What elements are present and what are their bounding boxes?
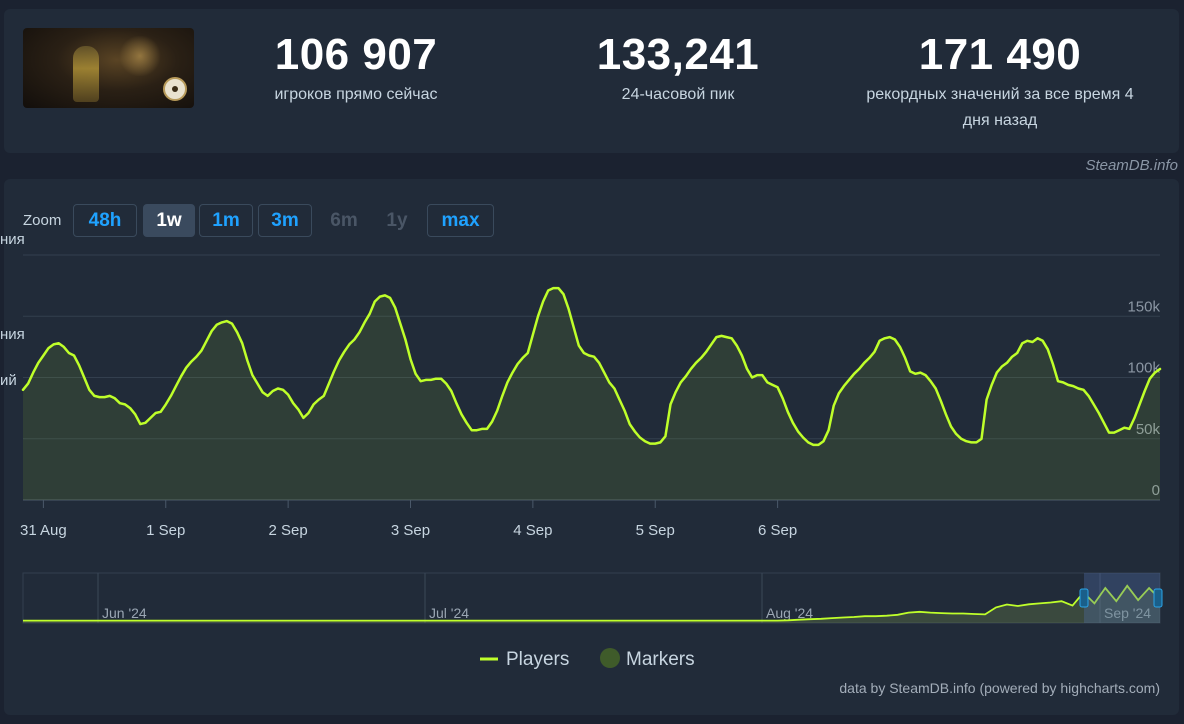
x-tick-label: 1 Sep xyxy=(146,522,185,539)
truncated-axis-label-3: ий xyxy=(0,372,17,389)
all-time-peak-value: 171 490 xyxy=(918,30,1082,79)
players-line xyxy=(21,286,1162,447)
steamdb-watermark: SteamDB.info xyxy=(1085,157,1178,174)
x-tick-label: 4 Sep xyxy=(513,522,552,539)
y-tick-label: 150k xyxy=(1127,298,1160,315)
players-area xyxy=(23,288,1160,500)
zoom-label: Zoom xyxy=(23,212,62,229)
navigator-label: Aug '24 xyxy=(766,605,813,621)
y-tick-label: 50k xyxy=(1136,421,1161,438)
zoom-max-button[interactable]: max xyxy=(427,204,494,237)
legend-players-label[interactable]: Players xyxy=(506,649,569,670)
legend-markers-swatch xyxy=(600,648,620,668)
zoom-3m-button[interactable]: 3m xyxy=(258,204,312,237)
stat-current-players: 106 907 игроков прямо сейчас xyxy=(236,30,476,108)
stats-panel xyxy=(4,9,1179,153)
navigator-selection[interactable] xyxy=(1084,573,1160,623)
thumbnail-lamp-light xyxy=(118,36,162,76)
y-tick-label: 0 xyxy=(1152,482,1160,499)
navigator-line xyxy=(23,584,1161,622)
x-tick-label: 3 Sep xyxy=(391,522,430,539)
thumbnail-eye-badge-icon xyxy=(163,77,187,101)
navigator-label: Sep '24 xyxy=(1104,605,1151,621)
legend-markers-label[interactable]: Markers xyxy=(626,649,695,670)
game-thumbnail[interactable] xyxy=(23,28,194,108)
peak-24h-value: 133,241 xyxy=(596,30,760,79)
chart-panel xyxy=(4,179,1179,715)
navigator-right-handle[interactable] xyxy=(1153,588,1163,608)
x-tick-label: 31 Aug xyxy=(20,522,67,539)
truncated-axis-label-1: ния xyxy=(0,231,25,248)
navigator-label: Jul '24 xyxy=(429,605,469,621)
current-players-label: игроков прямо сейчас xyxy=(274,86,438,103)
current-players-value: 106 907 xyxy=(274,30,438,79)
stat-24h-peak: 133,241 24-часовой пик xyxy=(558,30,798,108)
chart-credit: data by SteamDB.info (powered by highcha… xyxy=(839,680,1160,696)
all-time-peak-label-line2: дня назад xyxy=(962,112,1038,129)
all-time-peak-label: рекордных значений за все время 4 дня на… xyxy=(830,82,1170,134)
truncated-axis-label-2: ния xyxy=(0,326,25,343)
all-time-peak-label-line1: рекордных значений за все время 4 xyxy=(866,86,1134,103)
peak-24h-label: 24-часовой пик xyxy=(621,86,735,103)
y-tick-label: 100k xyxy=(1127,360,1160,377)
zoom-6m-button: 6m xyxy=(317,204,371,237)
stat-all-time-peak: 171 490 рекордных значений за все время … xyxy=(830,30,1170,134)
x-tick-label: 6 Sep xyxy=(758,522,797,539)
navigator-left-handle[interactable] xyxy=(1079,588,1089,608)
x-tick-label: 2 Sep xyxy=(269,522,308,539)
zoom-1y-button: 1y xyxy=(374,204,420,237)
navigator-label: Jun '24 xyxy=(102,605,147,621)
zoom-48h-button[interactable]: 48h xyxy=(73,204,137,237)
navigator-area xyxy=(23,585,1160,623)
thumbnail-figure xyxy=(73,46,99,102)
x-tick-label: 5 Sep xyxy=(636,522,675,539)
zoom-1w-button[interactable]: 1w xyxy=(143,204,195,237)
zoom-1m-button[interactable]: 1m xyxy=(199,204,253,237)
